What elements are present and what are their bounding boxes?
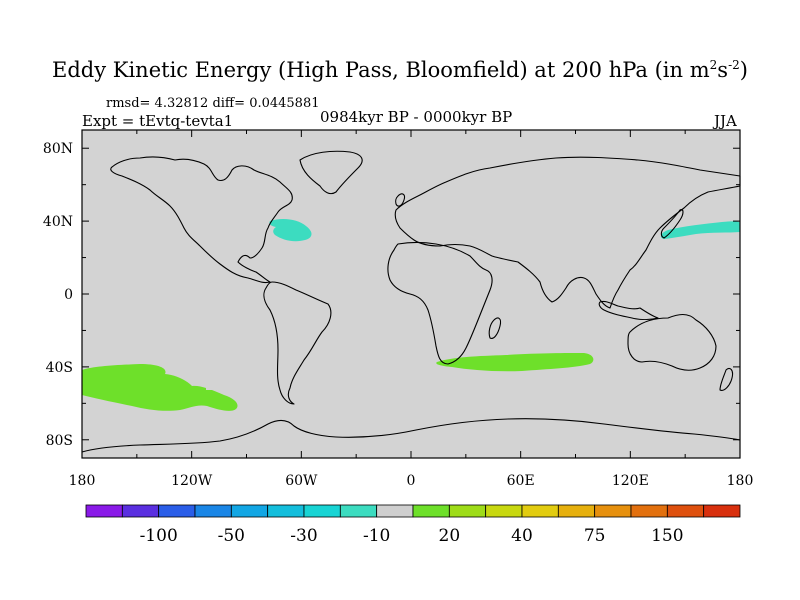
chart-title: Eddy Kinetic Energy (High Pass, Bloomfie… — [52, 58, 748, 82]
coastline-british-isles — [395, 193, 406, 207]
anomaly-north-atlantic — [269, 218, 312, 242]
y-tick-label-4: 80S — [46, 433, 73, 449]
x-tick-label-1: 120W — [171, 473, 213, 489]
anomaly-north-pacific — [660, 221, 740, 239]
colorbar-swatch-10 — [448, 504, 487, 518]
colorbar-swatch-14 — [594, 504, 632, 518]
anomaly-south-pacific — [82, 364, 238, 411]
x-tick-label-5: 120E — [612, 473, 649, 489]
colorbar-label-6: 75 — [584, 526, 606, 546]
coastline-south-america — [263, 281, 332, 405]
colorbar-swatch-7 — [339, 504, 378, 518]
y-tick-label-2: 0 — [64, 287, 73, 303]
colorbar-label-2: -30 — [290, 526, 317, 546]
coastline-greenland — [299, 150, 363, 195]
colorbar-label-0: -100 — [140, 526, 178, 546]
x-tick-label-2: 60W — [285, 473, 318, 489]
x-tick-label-3: 0 — [407, 473, 416, 489]
colorbar-swatch-12 — [521, 504, 559, 518]
x-tick-label-4: 60E — [507, 473, 535, 489]
colorbar-label-4: 20 — [439, 526, 461, 546]
x-tick-label-6: 180 — [727, 473, 754, 489]
coastline-indonesia — [598, 300, 659, 321]
y-tick-label-1: 40N — [43, 214, 73, 230]
colorbar: -100 -50 -30 -10 20 40 75 150 — [85, 504, 741, 546]
colorbar-label-3: -10 — [363, 526, 390, 546]
colorbar-swatch-8 — [376, 504, 414, 518]
colorbar-swatch-0 — [85, 504, 123, 518]
experiment-label: Expt = tEvtq-tevta1 — [82, 112, 234, 130]
colorbar-swatch-1 — [121, 504, 160, 518]
colorbar-label-7: 150 — [651, 526, 683, 546]
axes: 180 120W 60W 0 60E 120E 180 80N 40N 0 40S 80S — [43, 130, 753, 489]
colorbar-swatch-3 — [194, 504, 232, 518]
stats-label: rmsd= 4.32812 diff= 0.0445881 — [106, 96, 320, 111]
x-tick-label-0: 180 — [69, 473, 96, 489]
anomaly-gap — [206, 382, 216, 390]
period-label: 0984kyr BP - 0000kyr BP — [320, 108, 513, 126]
colorbar-swatch-15 — [630, 504, 668, 518]
y-tick-label-0: 80N — [43, 141, 73, 157]
colorbar-swatch-9 — [412, 504, 450, 518]
coastline-japan — [660, 209, 684, 239]
colorbar-swatch-11 — [485, 504, 523, 518]
colorbar-swatch-2 — [158, 504, 196, 518]
coastline-north-america — [110, 156, 293, 284]
colorbar-swatch-16 — [666, 504, 705, 518]
coastline-new-zealand — [719, 367, 734, 391]
coastline-australia — [627, 313, 717, 371]
colorbar-swatch-6 — [303, 504, 341, 518]
colorbar-label-1: -50 — [218, 526, 245, 546]
coastline-eurasia — [394, 156, 741, 309]
colorbar-swatch-13 — [557, 504, 596, 518]
colorbar-label-5: 40 — [511, 526, 533, 546]
colorbar-swatch-17 — [703, 504, 741, 518]
coastline-antarctica — [81, 418, 741, 453]
y-tick-label-3: 40S — [46, 360, 73, 376]
colorbar-swatch-5 — [267, 504, 305, 518]
anomaly-south-atlantic-indian — [436, 353, 594, 372]
colorbar-swatch-4 — [230, 504, 269, 518]
coastline-africa — [387, 241, 493, 365]
season-label: JJA — [714, 112, 737, 130]
coastlines — [81, 150, 741, 453]
anomaly-layer — [82, 218, 740, 411]
coastline-madagascar — [488, 317, 502, 339]
